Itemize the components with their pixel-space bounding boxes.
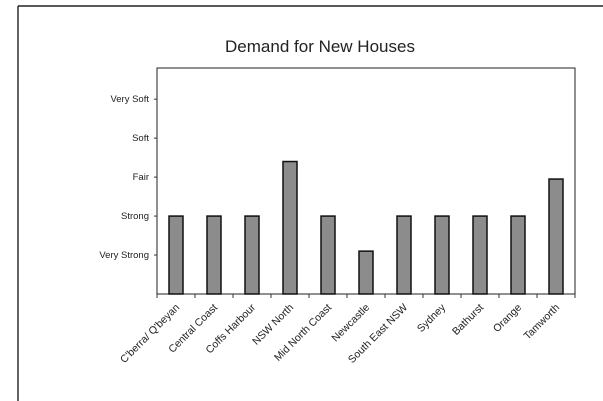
bar	[548, 178, 564, 295]
x-tick-label: C'berra/ Q'beyan	[118, 302, 182, 366]
x-tick-label: Sydney	[415, 301, 449, 335]
y-tick-label: Very Strong	[99, 250, 149, 261]
bar	[434, 215, 450, 295]
x-tick-label: Bathurst	[450, 302, 486, 338]
y-tick-label: Fair	[133, 172, 149, 183]
x-tick-label: Orange	[491, 302, 524, 335]
bar	[358, 250, 374, 295]
x-tick-label: Tamworth	[521, 302, 562, 343]
chart-title: Demand for New Houses	[225, 37, 415, 56]
bar	[320, 215, 336, 295]
bar	[396, 215, 412, 295]
y-axis-labels: Very Strong Strong Fair Soft Very Soft	[99, 94, 149, 261]
bar	[206, 215, 222, 295]
y-tick-label: Soft	[132, 133, 149, 144]
bar-series	[168, 160, 564, 295]
bar	[472, 215, 488, 295]
bar	[282, 160, 298, 295]
y-tick-label: Very Soft	[110, 94, 149, 105]
bar	[510, 215, 526, 295]
y-tick-label: Strong	[121, 211, 149, 222]
bar	[168, 215, 184, 295]
bar	[244, 215, 260, 295]
